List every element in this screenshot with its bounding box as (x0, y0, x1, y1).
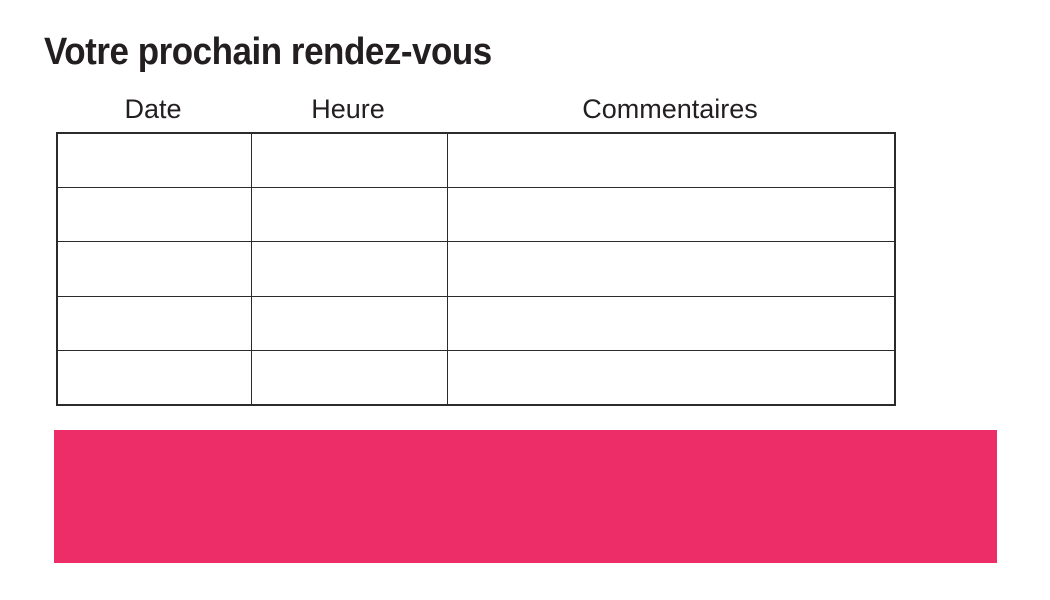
table-cell (446, 241, 896, 297)
table-cell (250, 187, 448, 243)
table-cell (446, 295, 896, 351)
table-cell (56, 132, 252, 189)
table-cell (446, 187, 896, 243)
table-cell (56, 187, 252, 243)
appointments-table-body (56, 132, 896, 406)
table-cell (250, 295, 448, 351)
table-row (56, 132, 896, 189)
table-row (56, 295, 896, 351)
table-row (56, 349, 896, 406)
column-header-date: Date (124, 94, 182, 124)
table-cell (250, 349, 448, 406)
column-header-heure: Heure (311, 94, 385, 124)
table-cell (446, 132, 896, 189)
table-header-row: Date Heure Commentaires (56, 96, 894, 123)
table-cell (250, 241, 448, 297)
table-cell (250, 132, 448, 189)
table-cell (56, 241, 252, 297)
page-title: Votre prochain rendez-vous (44, 31, 492, 73)
pink-banner (54, 430, 997, 563)
table-row (56, 187, 896, 243)
table-row (56, 241, 896, 297)
table-cell (446, 349, 896, 406)
appointments-table (56, 132, 896, 406)
table-cell (56, 349, 252, 406)
table-cell (56, 295, 252, 351)
column-header-commentaires: Commentaires (582, 94, 758, 124)
